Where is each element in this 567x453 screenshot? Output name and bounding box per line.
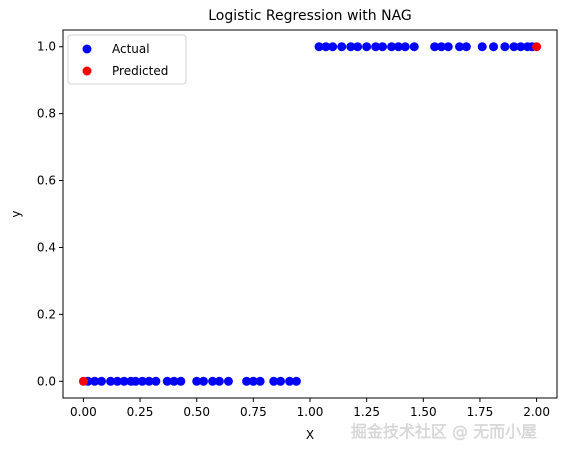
- predicted-point: [78, 376, 88, 386]
- actual-point: [500, 42, 510, 52]
- actual-point: [461, 42, 471, 52]
- actual-point: [97, 376, 107, 386]
- actual-point: [214, 376, 224, 386]
- x-tick-label: 0.00: [70, 405, 97, 419]
- actual-point: [353, 42, 363, 52]
- y-tick-label: 0.8: [37, 107, 56, 121]
- x-tick-label: 1.50: [410, 405, 437, 419]
- actual-point: [436, 42, 446, 52]
- x-tick-label: 1.25: [353, 405, 380, 419]
- actual-point: [430, 42, 440, 52]
- legend-box: [67, 34, 187, 85]
- actual-point: [137, 376, 147, 386]
- actual-point: [131, 376, 141, 386]
- actual-point: [269, 376, 279, 386]
- actual-point: [112, 376, 122, 386]
- watermark-text: 掘金技术社区 @ 无而小屋: [351, 422, 537, 441]
- actual-point: [509, 42, 519, 52]
- actual-point: [314, 42, 324, 52]
- y-axis-label: y: [9, 210, 23, 217]
- actual-point: [285, 376, 295, 386]
- legend-label-predicted: Predicted: [112, 64, 168, 78]
- actual-point: [362, 42, 372, 52]
- actual-point: [477, 42, 487, 52]
- actual-point: [409, 42, 419, 52]
- actual-point: [489, 42, 499, 52]
- actual-point: [255, 376, 265, 386]
- x-tick-label: 0.75: [240, 405, 267, 419]
- actual-point: [242, 376, 252, 386]
- actual-point: [371, 42, 381, 52]
- actual-point: [169, 376, 179, 386]
- x-tick-label: 1.75: [467, 405, 494, 419]
- legend: Actual Predicted: [67, 34, 187, 85]
- actual-point: [291, 376, 301, 386]
- actual-point: [328, 42, 338, 52]
- actual-point: [337, 42, 347, 52]
- actual-point: [151, 376, 161, 386]
- actual-point: [516, 42, 526, 52]
- data-points: [78, 42, 542, 386]
- x-tick-label: 2.00: [523, 405, 550, 419]
- actual-point: [192, 376, 202, 386]
- actual-point: [393, 42, 403, 52]
- predicted-point: [532, 42, 542, 52]
- actual-point: [198, 376, 208, 386]
- y-axis-ticks: 0.0 0.2 0.4 0.6 0.8 1.0: [37, 40, 63, 388]
- actual-point: [400, 42, 410, 52]
- actual-point: [119, 376, 129, 386]
- y-tick-label: 0.0: [37, 374, 56, 388]
- y-tick-label: 0.4: [37, 240, 56, 254]
- x-tick-label: 0.50: [183, 405, 210, 419]
- x-axis-ticks: 0.00 0.25 0.50 0.75 1.00 1.25 1.50 1.75 2.00: [70, 398, 550, 419]
- actual-point: [90, 376, 100, 386]
- legend-marker-predicted: [82, 66, 92, 76]
- y-tick-label: 0.2: [37, 307, 56, 321]
- legend-label-actual: Actual: [112, 42, 150, 56]
- actual-point: [321, 42, 331, 52]
- actual-point: [176, 376, 186, 386]
- actual-point: [208, 376, 218, 386]
- actual-point: [106, 376, 116, 386]
- actual-point: [223, 376, 233, 386]
- actual-point: [248, 376, 258, 386]
- actual-point: [346, 42, 356, 52]
- actual-point: [455, 42, 465, 52]
- chart-title: Logistic Regression with NAG: [208, 8, 412, 24]
- actual-point: [276, 376, 286, 386]
- actual-point: [387, 42, 397, 52]
- actual-point: [378, 42, 388, 52]
- plot-area: 0.00 0.25 0.50 0.75 1.00 1.25 1.50 1.75 2.00 0.0…: [37, 29, 558, 419]
- y-tick-label: 1.0: [37, 40, 56, 54]
- x-axis-label: X: [306, 428, 314, 442]
- y-tick-label: 0.6: [37, 174, 56, 188]
- x-tick-label: 0.25: [127, 405, 154, 419]
- x-tick-label: 1.00: [297, 405, 324, 419]
- legend-marker-actual: [82, 44, 92, 54]
- actual-point: [162, 376, 172, 386]
- actual-point: [443, 42, 453, 52]
- actual-point: [144, 376, 154, 386]
